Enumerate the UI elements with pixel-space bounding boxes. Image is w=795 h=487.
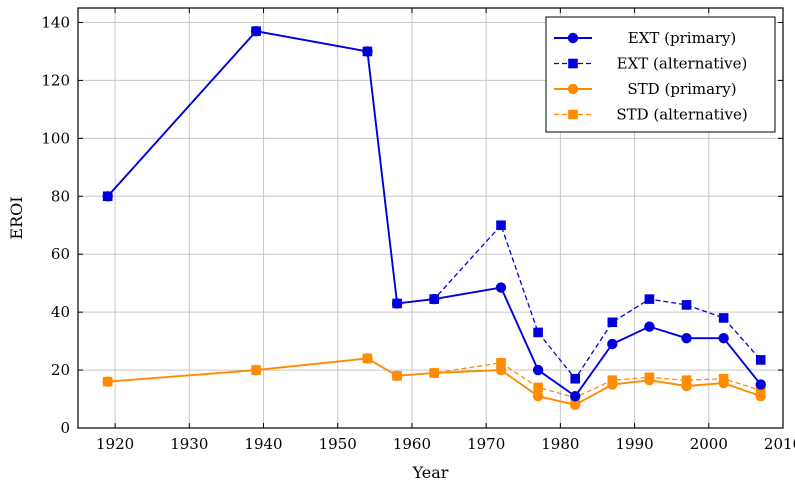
legend-box [545,16,776,133]
legend-entry: EXT (alternative) [554,55,747,73]
x-tick-label: 1940 [244,435,282,453]
legend-entry: EXT (primary) [554,29,736,47]
data-point [250,25,262,37]
y-tick-label: 0 [60,419,70,437]
series-line [107,357,762,406]
data-point [250,364,262,376]
data-point [102,191,113,202]
data-point [532,390,544,402]
plot-frame [77,7,784,429]
data-point [102,376,113,387]
x-tick-label: 1920 [96,435,134,453]
y-tick-label: 140 [41,13,70,31]
legend-marker [567,83,579,95]
data-point [391,370,403,382]
legend-entry: STD (alternative) [554,106,748,124]
data-point [362,46,373,57]
data-point [533,382,543,393]
data-point [362,353,373,364]
legend-marker [568,58,578,69]
data-point [644,321,655,332]
data-point [718,333,729,344]
x-tick-label: 1970 [467,435,505,453]
y-tick-label: 40 [51,303,70,321]
y-tick-label: 20 [51,361,70,379]
x-tick-label: 1980 [541,435,579,453]
data-point [495,282,507,293]
data-point [644,294,655,304]
data-point [718,313,729,323]
data-point [607,317,618,328]
data-point [718,377,729,389]
legend-entries: EXT (primary) EXT (alternative) STD (prima… [554,29,748,124]
data-point [755,379,766,390]
data-point [429,367,440,379]
data-point [755,390,766,402]
x-tick-label: 2000 [690,435,728,453]
y-tick-label: 80 [51,187,70,205]
legend: EXT (primary) EXT (alternative) STD (prima… [545,16,776,133]
data-point [570,399,581,411]
legend-entry: STD (primary) [554,80,737,98]
series-ext-primary [102,25,766,402]
x-tick-label: 1930 [170,435,208,453]
data-point [755,355,766,365]
data-point [570,390,581,402]
data-point [607,379,618,390]
legend-marker [567,32,579,44]
data-point [681,300,692,310]
data-point [391,298,403,309]
x-axis-title: Year [412,463,449,482]
x-tick-label: 1960 [393,435,431,453]
data-point [496,358,506,368]
data-point [681,375,692,386]
data-point [607,338,618,350]
y-tick-label: 60 [51,245,70,263]
data-point [681,333,692,344]
y-tick-label: 120 [41,71,70,89]
legend-marker [568,109,578,120]
axis-ticks: 1920 1930 1940 1950 1960 1970 1980 1990 2000 201 0… [41,8,795,453]
y-tick-label: 100 [41,129,70,147]
data-point [429,293,440,305]
x-tick-label: 1990 [615,435,653,453]
data-point [496,220,506,231]
data-point [495,364,507,376]
data-point [570,373,581,384]
series-group [102,25,766,411]
data-point [532,364,544,376]
x-tick-label: 1950 [319,435,357,453]
data-point [533,327,543,338]
legend-label: EXT (alternative) [617,55,748,73]
data-point [755,385,766,396]
legend-label: EXT (primary) [628,29,737,47]
y-axis-title: EROI [7,196,26,239]
series-std-primary [102,353,766,411]
legend-label: STD (primary) [627,80,736,98]
legend-label: STD (alternative) [616,106,747,124]
data-point [644,375,655,386]
data-point [681,380,692,392]
